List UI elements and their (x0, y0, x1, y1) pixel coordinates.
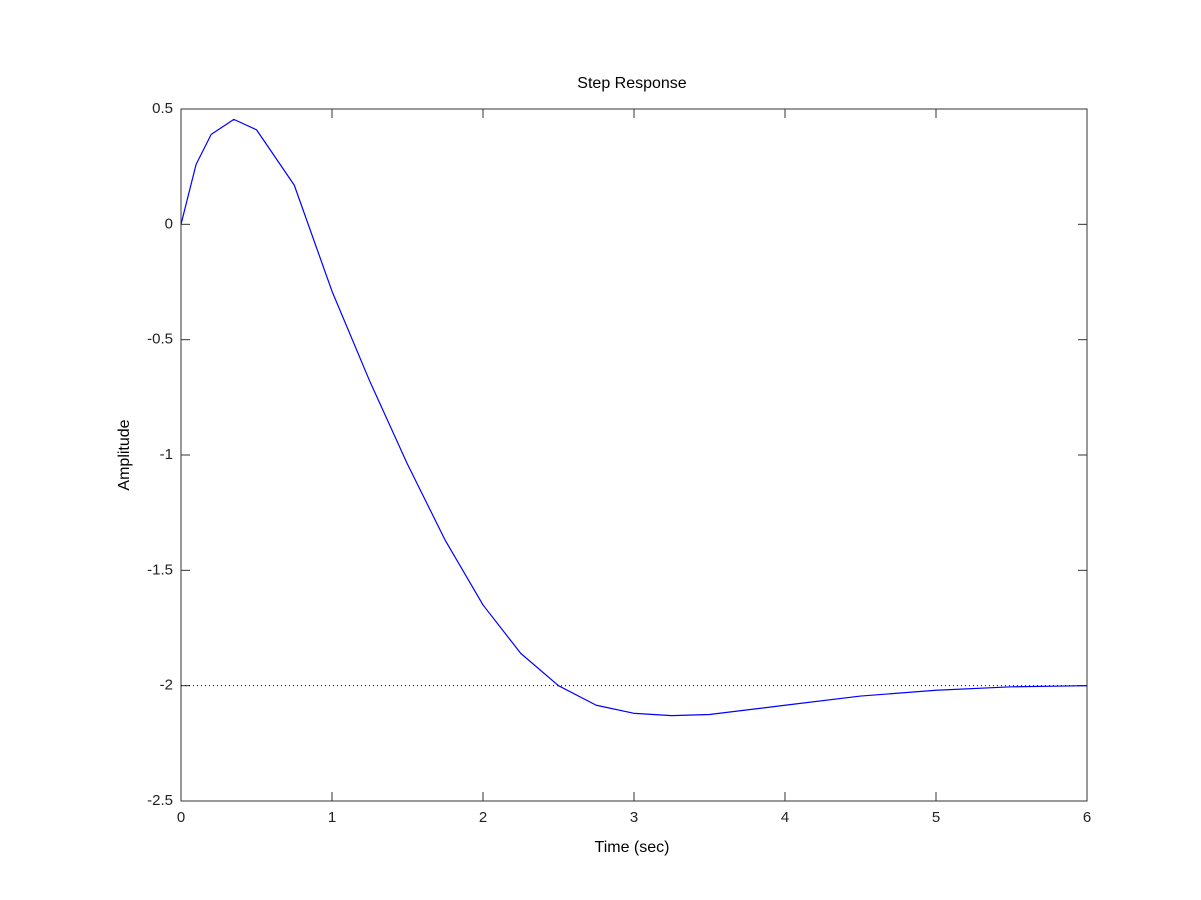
chart-title: Step Response (577, 75, 687, 92)
y-tick-label: -2.5 (147, 792, 173, 809)
x-tick-label: 6 (1083, 809, 1091, 826)
y-tick-label: -1 (160, 446, 173, 463)
x-tick-label: 0 (177, 809, 185, 826)
x-tick-label: 1 (328, 809, 336, 826)
y-axis-label: Amplitude (116, 419, 133, 490)
y-tick-label: -0.5 (147, 331, 173, 348)
y-tick-label: 0.5 (152, 100, 173, 117)
x-tick-label: 2 (479, 809, 487, 826)
x-tick-label: 4 (781, 809, 789, 826)
x-axis-label: Time (sec) (595, 839, 670, 856)
x-tick-label: 5 (932, 809, 940, 826)
y-tick-label: -2 (160, 677, 173, 694)
y-tick-label: -1.5 (147, 561, 173, 578)
line-series (180, 118, 1088, 717)
y-tick-label: 0 (165, 215, 173, 232)
x-tick-label: 3 (630, 809, 638, 826)
